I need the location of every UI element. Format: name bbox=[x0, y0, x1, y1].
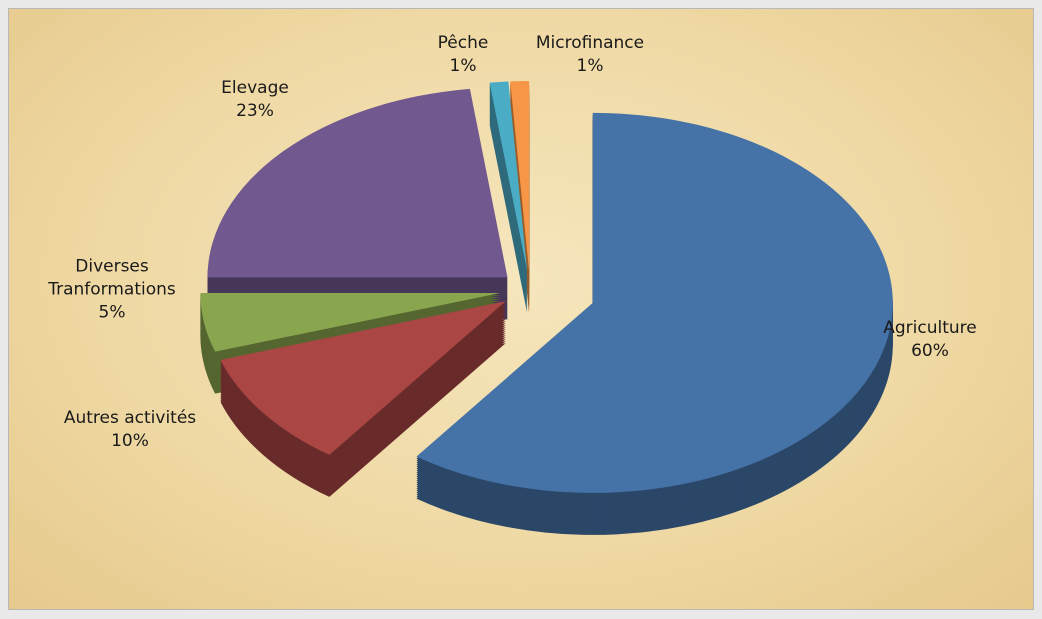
slice-group bbox=[220, 301, 506, 497]
slice-side bbox=[489, 111, 528, 302]
value-label: 60% bbox=[911, 341, 949, 361]
data-label: Diverses Tranformations 5% bbox=[37, 256, 187, 325]
slice bbox=[200, 292, 501, 352]
slice-side bbox=[489, 107, 528, 298]
data-label: Autres activités 10% bbox=[30, 407, 230, 453]
slice-side bbox=[489, 87, 528, 278]
slice-side bbox=[489, 93, 528, 284]
value-label: 1% bbox=[449, 56, 477, 76]
slice bbox=[489, 81, 528, 272]
slice bbox=[220, 301, 506, 455]
category-label: Elevage bbox=[221, 78, 289, 98]
slice-group bbox=[489, 81, 528, 314]
slice-group bbox=[416, 112, 893, 535]
slice-side bbox=[489, 109, 528, 300]
value-label: 5% bbox=[98, 302, 126, 323]
slice bbox=[416, 112, 893, 493]
data-label: Elevage 23% bbox=[195, 77, 315, 123]
data-label: Microfinance 1% bbox=[510, 32, 670, 78]
value-label: 10% bbox=[111, 431, 149, 451]
slice-side bbox=[489, 99, 528, 290]
category-label: Microfinance bbox=[535, 33, 645, 53]
slice-side bbox=[489, 89, 528, 280]
category-label: Diverses Tranformations bbox=[48, 256, 176, 300]
slice-side bbox=[489, 91, 528, 282]
slice-side bbox=[489, 119, 528, 310]
category-label: Agriculture bbox=[883, 318, 977, 338]
slice-side bbox=[489, 85, 528, 276]
slice bbox=[510, 81, 530, 272]
slice-side bbox=[489, 101, 528, 292]
slice-side bbox=[489, 105, 528, 296]
value-label: 1% bbox=[576, 56, 604, 76]
slice-side bbox=[489, 95, 528, 286]
slice-side bbox=[489, 97, 528, 288]
category-label: Pêche bbox=[437, 33, 489, 53]
slice-side bbox=[489, 103, 528, 294]
category-label: Autres activités bbox=[63, 408, 197, 428]
slice-side bbox=[489, 123, 528, 314]
value-label: 23% bbox=[236, 101, 274, 121]
slice-group bbox=[207, 88, 508, 320]
data-label: Pêche 1% bbox=[423, 32, 503, 78]
slice-side bbox=[489, 113, 528, 304]
data-label: Agriculture 60% bbox=[850, 317, 1010, 363]
slice-side bbox=[489, 115, 528, 306]
slice bbox=[207, 88, 508, 278]
slice-side bbox=[489, 121, 528, 312]
slice-side bbox=[489, 83, 528, 274]
slice-side bbox=[489, 117, 528, 308]
